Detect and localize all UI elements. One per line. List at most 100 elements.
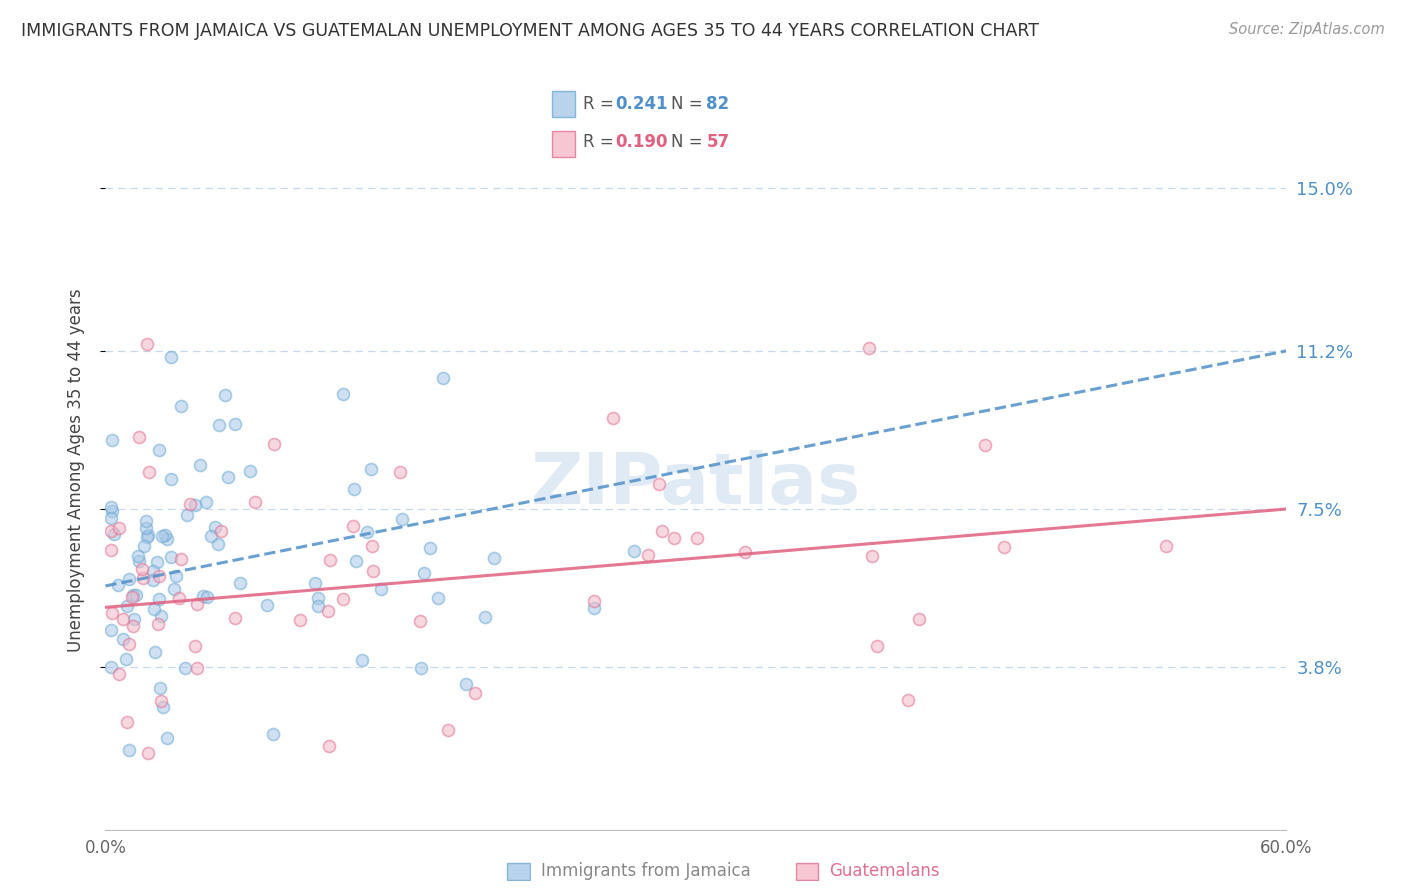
Point [263,437,285,451]
Point [174,661,197,675]
Point [239,464,262,478]
Point [136,527,159,541]
Point [664,531,686,545]
Point [195,494,218,508]
Point [122,588,145,602]
Point [307,599,329,613]
Point [100,660,122,674]
Point [122,618,145,632]
FancyBboxPatch shape [551,131,575,157]
Point [100,543,122,558]
Point [132,539,155,553]
Point [360,462,382,476]
Point [128,430,150,444]
Point [127,549,149,563]
Point [176,508,198,522]
Point [352,653,374,667]
Text: R =: R = [583,133,619,151]
Point [135,521,157,535]
Point [142,564,165,578]
Text: 0.190: 0.190 [616,133,668,151]
Text: 57: 57 [706,133,730,151]
Point [307,591,329,605]
Point [101,606,124,620]
Point [136,746,159,760]
Point [860,549,883,564]
Point [583,594,606,608]
Point [454,677,477,691]
Point [356,524,378,539]
Point [100,623,122,637]
Point [316,604,339,618]
Point [183,639,205,653]
Point [391,511,413,525]
Point [318,553,340,567]
Point [103,527,125,541]
Text: 0.241: 0.241 [616,95,668,112]
FancyBboxPatch shape [508,863,530,880]
Point [135,514,157,528]
Point [148,617,170,632]
Point [262,727,284,741]
Point [343,482,366,496]
Point [288,613,311,627]
Point [150,608,173,623]
Point [165,568,187,582]
Point [145,555,167,569]
Point [332,387,354,401]
Point [437,723,460,738]
Point [409,661,432,675]
Text: R =: R = [583,95,619,112]
Point [389,465,412,479]
Point [204,520,226,534]
Text: Source: ZipAtlas.com: Source: ZipAtlas.com [1229,22,1385,37]
Point [207,537,229,551]
Point [101,433,124,447]
Point [179,497,201,511]
Point [217,470,239,484]
Point [128,554,150,568]
Point [169,591,191,606]
Point [150,529,173,543]
Point [188,458,211,472]
Point [121,590,143,604]
Point [256,599,278,613]
Point [100,500,122,514]
Text: ZIPatlas: ZIPatlas [531,450,860,519]
Point [138,466,160,480]
Point [100,524,122,538]
Text: N =: N = [672,95,709,112]
Point [474,610,496,624]
Point [648,477,671,491]
Point [160,472,183,486]
Point [160,550,183,565]
Point [602,410,624,425]
Point [426,591,449,605]
Point [183,498,205,512]
Point [419,541,441,556]
Point [195,590,218,604]
Point [108,521,131,535]
Point [228,576,250,591]
Point [143,602,166,616]
Point [136,336,159,351]
Point [117,572,139,586]
Point [858,341,880,355]
Y-axis label: Unemployment Among Ages 35 to 44 years: Unemployment Among Ages 35 to 44 years [66,289,84,652]
Point [152,699,174,714]
Point [360,540,382,554]
Point [318,739,340,754]
Point [482,551,505,566]
Point [149,681,172,695]
Point [131,562,153,576]
FancyBboxPatch shape [796,863,818,880]
Point [193,589,215,603]
Point [224,610,246,624]
Point [148,569,170,583]
Point [208,418,231,433]
Point [118,742,141,756]
Point [304,576,326,591]
Point [344,554,367,568]
Point [993,540,1015,554]
Point [108,666,131,681]
